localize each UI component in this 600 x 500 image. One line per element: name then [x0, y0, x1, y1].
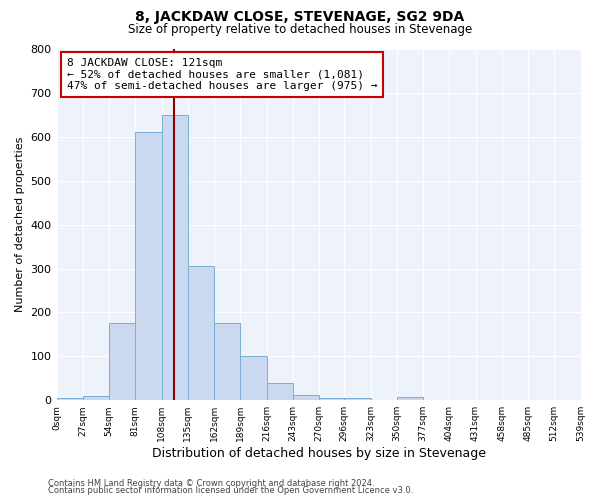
Bar: [266, 382, 293, 400]
Text: 8, JACKDAW CLOSE, STEVENAGE, SG2 9DA: 8, JACKDAW CLOSE, STEVENAGE, SG2 9DA: [136, 10, 464, 24]
Bar: [83, 396, 109, 400]
Bar: [240, 356, 266, 400]
Text: Contains public sector information licensed under the Open Government Licence v3: Contains public sector information licen…: [48, 486, 413, 495]
Bar: [109, 324, 135, 400]
Bar: [319, 398, 344, 400]
Text: 8 JACKDAW CLOSE: 121sqm
← 52% of detached houses are smaller (1,081)
47% of semi: 8 JACKDAW CLOSE: 121sqm ← 52% of detache…: [67, 58, 377, 91]
Bar: [161, 115, 188, 400]
Bar: [293, 395, 319, 400]
Bar: [135, 132, 161, 400]
Text: Size of property relative to detached houses in Stevenage: Size of property relative to detached ho…: [128, 22, 472, 36]
Bar: [344, 398, 371, 400]
Text: Contains HM Land Registry data © Crown copyright and database right 2024.: Contains HM Land Registry data © Crown c…: [48, 478, 374, 488]
Bar: [397, 397, 423, 400]
X-axis label: Distribution of detached houses by size in Stevenage: Distribution of detached houses by size …: [152, 447, 485, 460]
Bar: [188, 266, 214, 400]
Bar: [56, 398, 83, 400]
Bar: [214, 324, 240, 400]
Y-axis label: Number of detached properties: Number of detached properties: [15, 137, 25, 312]
